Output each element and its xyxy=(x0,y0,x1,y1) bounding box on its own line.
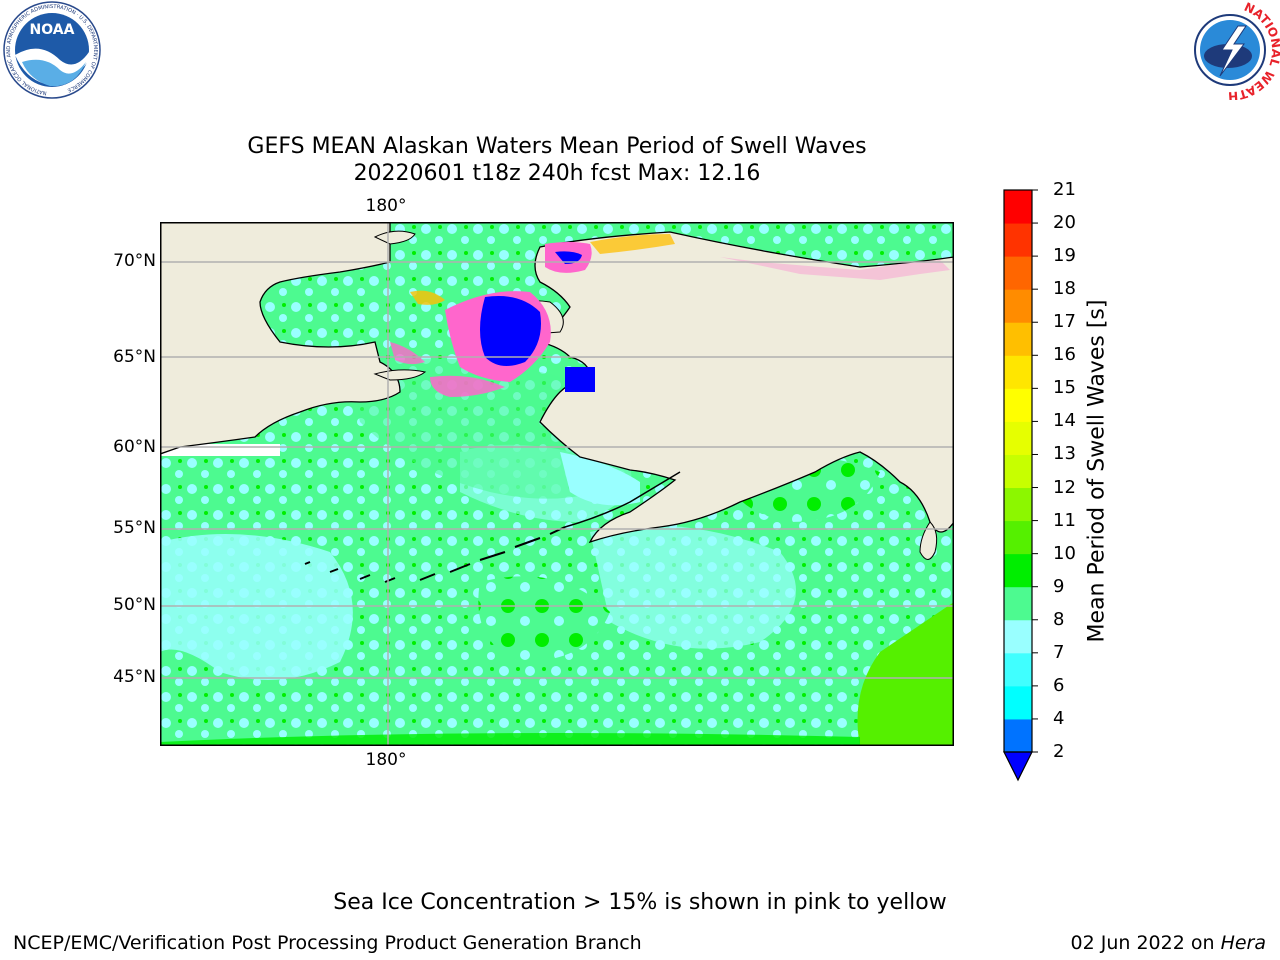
colorbar-tick-label: 13 xyxy=(1053,443,1076,465)
footer-host: Hera xyxy=(1220,932,1266,954)
colorbar-tick-label: 8 xyxy=(1053,608,1065,630)
colorbar-tick-label: 12 xyxy=(1053,476,1076,498)
colorbar-segment xyxy=(1004,685,1032,720)
colorbar-segment xyxy=(1004,388,1032,422)
colorbar-tick-label: 21 xyxy=(1053,179,1076,200)
land-se-alaska-islands xyxy=(919,521,938,560)
lon-label-bottom: 180° xyxy=(365,750,407,770)
aleutian-islands xyxy=(304,526,566,583)
colorbar-segment xyxy=(1004,355,1032,389)
sea-ice-beaufort xyxy=(720,257,950,280)
colorbar-tick-label: 11 xyxy=(1053,509,1076,531)
colorbar-segment xyxy=(1004,487,1032,522)
lat-label-55n: 55°N xyxy=(113,518,156,538)
swell-region-green-bottom xyxy=(160,733,860,746)
colorbar-segment xyxy=(1004,322,1032,356)
colorbar-segment xyxy=(1004,652,1032,687)
sea-ice-norton-core xyxy=(480,296,541,366)
land-siberia xyxy=(160,222,401,455)
colorbar-segment xyxy=(1004,619,1032,654)
colorbar-tick-label: 9 xyxy=(1053,575,1065,597)
chart-subtitle: 20220601 t18z 240h fcst Max: 12.16 xyxy=(353,161,761,186)
sea-ice-st-lawrence xyxy=(430,375,505,397)
colorbar-ticks: 2 4 6 7 8 9 10 11 12 13 14 15 16 17 18 19 20 21 xyxy=(1046,0,1086,960)
colorbar-segment xyxy=(1004,421,1032,455)
lat-label-50n: 50°N xyxy=(113,595,156,615)
sea-ice-chukotka-edge xyxy=(410,290,445,305)
sea-ice-chukchi-edge xyxy=(590,234,675,254)
footer-date-text: 02 Jun 2022 on xyxy=(1070,932,1221,954)
colorbar-segment xyxy=(1004,223,1032,257)
colorbar-tick-label: 2 xyxy=(1053,741,1065,762)
colorbar-segment xyxy=(1004,586,1032,621)
colorbar-tick-label: 14 xyxy=(1053,410,1076,432)
map-frame xyxy=(160,222,954,746)
sea-ice-anadyr xyxy=(390,342,425,365)
colorbar-segment xyxy=(1004,454,1032,489)
noaa-logo-text: NOAA xyxy=(30,22,75,38)
sea-ice-chukchi-core xyxy=(555,251,582,264)
swell-region-high-southeast xyxy=(857,602,954,746)
colorbar-tick-label: 10 xyxy=(1053,542,1076,564)
footer-date: 02 Jun 2022 on Hera xyxy=(1071,932,1266,954)
colorbar-segment xyxy=(1004,256,1032,290)
map-gridlines xyxy=(160,222,954,746)
colorbar-label: Mean Period of Swell Waves [s] xyxy=(1084,299,1110,643)
colorbar-tick-label: 17 xyxy=(1053,311,1076,333)
colorbar-segment xyxy=(1004,553,1032,588)
sea-ice-note: Sea Ice Concentration > 15% is shown in … xyxy=(333,890,947,915)
swell-region-green-south xyxy=(478,576,610,662)
lat-label-60n: 60°N xyxy=(113,437,156,457)
swell-region-cyan-west xyxy=(160,534,353,680)
colorbar-segment xyxy=(1004,520,1032,555)
lon-label-top: 180° xyxy=(365,196,407,216)
colorbar-frame xyxy=(1003,189,1033,753)
colorbar-tick-label: 6 xyxy=(1053,674,1065,696)
colorbar-tick-label: 20 xyxy=(1053,212,1076,234)
noaa-logo: NOAA NATIONAL OCEANIC AND ATMOSPHERIC AD… xyxy=(3,1,101,99)
colorbar-tick-label: 7 xyxy=(1053,641,1065,663)
colorbar xyxy=(1003,189,1038,782)
colorbar-segment xyxy=(1004,289,1032,323)
lat-label-65n: 65°N xyxy=(113,347,156,367)
lat-label-45n: 45°N xyxy=(113,667,156,687)
colorbar-tick-label: 19 xyxy=(1053,245,1076,267)
alaska-peninsula-coast xyxy=(564,471,681,528)
nws-logo: NATIONAL WEATHER SERVICE xyxy=(1178,0,1280,100)
colorbar-segment xyxy=(1004,718,1032,753)
colorbar-tick-label: 16 xyxy=(1053,344,1076,366)
colorbar-extend-arrow xyxy=(1003,751,1033,782)
colorbar-tick-label: 15 xyxy=(1053,377,1076,399)
sea-ice-norton-bay xyxy=(565,367,595,392)
swell-region-cyan-central xyxy=(590,525,796,649)
lat-label-70n: 70°N xyxy=(113,251,156,271)
footer-credit: NCEP/EMC/Verification Post Processing Pr… xyxy=(13,932,642,954)
colorbar-tick-label: 18 xyxy=(1053,278,1076,300)
bristol-bay-swell xyxy=(560,452,640,506)
colorbar-tick-label: 4 xyxy=(1053,707,1065,729)
colorbar-segment xyxy=(1004,190,1032,224)
map-panel xyxy=(160,222,954,746)
chart-title: GEFS MEAN Alaskan Waters Mean Period of … xyxy=(247,134,867,159)
